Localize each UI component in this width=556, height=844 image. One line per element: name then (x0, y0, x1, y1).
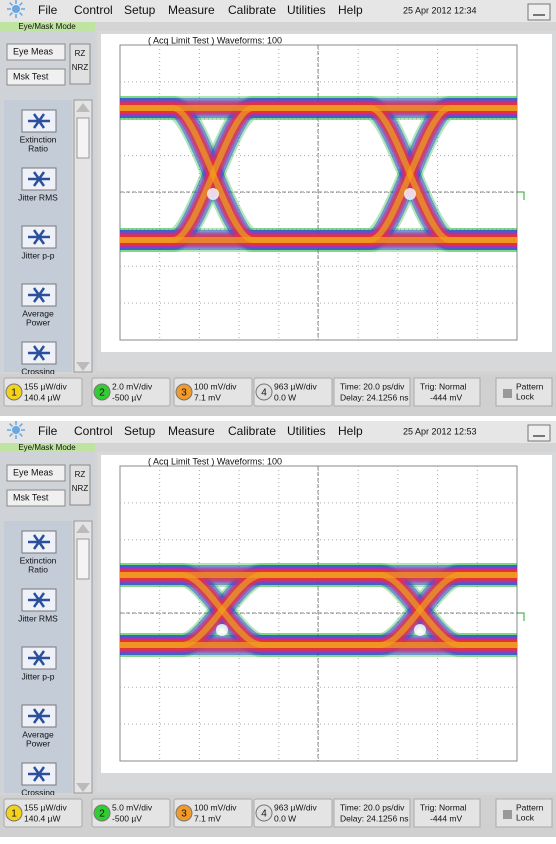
channel-scale: 100 mV/div (194, 381, 237, 391)
channel-number: 2 (99, 388, 105, 399)
nrz-label: NRZ (72, 484, 89, 493)
rz-label: RZ (75, 49, 86, 58)
menu-item[interactable]: Calibrate (228, 3, 276, 17)
menu-item[interactable]: Help (338, 3, 363, 17)
tool-label: Power (26, 738, 50, 748)
channel-scale: 155 µW/div (24, 802, 67, 812)
menu-item[interactable]: Utilities (287, 424, 326, 438)
channel-scale: 963 µW/div (274, 381, 317, 391)
tool-label: Ratio (28, 143, 48, 153)
scroll-thumb[interactable] (77, 539, 89, 579)
mode-button-label: Eye Meas (13, 467, 54, 477)
channel-number: 1 (11, 809, 17, 820)
menu-item[interactable]: Calibrate (228, 424, 276, 438)
datetime: 25 Apr 2012 12:34 (403, 5, 477, 15)
eye-crossing (414, 624, 426, 636)
menu-item[interactable]: File (38, 3, 58, 17)
nrz-label: NRZ (72, 63, 89, 72)
datetime: 25 Apr 2012 12:53 (403, 426, 477, 436)
channel-scale: 963 µW/div (274, 802, 317, 812)
mode-button-label: Msk Test (13, 71, 49, 81)
channel-offset: -500 µV (112, 392, 142, 402)
mode-label: Eye/Mask Mode (18, 22, 76, 31)
channel-number: 3 (181, 809, 187, 820)
minimize-button[interactable] (528, 4, 550, 20)
pattern-lock-label: Pattern (516, 802, 544, 812)
eye-crossing (404, 188, 416, 200)
plot-label: ( Acq Limit Test ) Waveforms: 100 (148, 456, 282, 466)
channel-number: 3 (181, 388, 187, 399)
tool-label: Jitter RMS (18, 613, 58, 623)
tool-label: Power (26, 317, 50, 327)
channel-number: 2 (99, 809, 105, 820)
tool-label: Jitter p-p (21, 250, 54, 260)
pattern-lock-label: Lock (516, 391, 535, 401)
tool-label: Jitter RMS (18, 192, 58, 202)
logo-icon (7, 421, 25, 439)
menu-item[interactable]: File (38, 424, 58, 438)
pattern-lock-label: Pattern (516, 381, 544, 391)
channel-offset: 7.1 mV (194, 813, 221, 823)
menu-item[interactable]: Measure (168, 3, 215, 17)
lock-icon (503, 389, 512, 398)
channel-scale: 2.0 mV/div (112, 381, 153, 391)
screenshot: File Control Setup Measure Calibrate Utilitie… (0, 0, 556, 839)
menu-item[interactable]: Help (338, 424, 363, 438)
time-scale: Time: 20.0 ps/div (340, 381, 405, 391)
menu-item[interactable]: Measure (168, 424, 215, 438)
trigger-mode: Trig: Normal (420, 802, 467, 812)
trigger-level: -444 mV (430, 392, 462, 402)
tool-label: Ratio (28, 564, 48, 574)
screen: File Control Setup Measure Calibrate Utilitie… (0, 421, 556, 837)
channel-scale: 155 µW/div (24, 381, 67, 391)
rz-label: RZ (75, 470, 86, 479)
screen: File Control Setup Measure Calibrate Utilitie… (0, 0, 556, 416)
logo-core (12, 426, 20, 434)
channel-offset: -500 µV (112, 813, 142, 823)
menu-item[interactable]: Setup (124, 3, 156, 17)
plot-label: ( Acq Limit Test ) Waveforms: 100 (148, 35, 282, 45)
mode-button-label: Eye Meas (13, 46, 54, 56)
menu-item[interactable]: Setup (124, 424, 156, 438)
minimize-button[interactable] (528, 425, 550, 441)
channel-scale: 5.0 mV/div (112, 802, 153, 812)
menu-item[interactable]: Control (74, 3, 113, 17)
channel-offset: 0.0 W (274, 392, 296, 402)
eye-crossing (216, 624, 228, 636)
channel-scale: 100 mV/div (194, 802, 237, 812)
time-delay: Delay: 24.1256 ns (340, 392, 409, 402)
channel-offset: 7.1 mV (194, 392, 221, 402)
channel-offset: 140.4 µW (24, 392, 61, 402)
channel-number: 4 (261, 388, 267, 399)
trigger-level: -444 mV (430, 813, 462, 823)
time-delay: Delay: 24.1256 ns (340, 813, 409, 823)
tool-label: Jitter p-p (21, 671, 54, 681)
logo-icon (7, 0, 25, 18)
channel-offset: 0.0 W (274, 813, 296, 823)
trigger-mode: Trig: Normal (420, 381, 467, 391)
channel-offset: 140.4 µW (24, 813, 61, 823)
channel-number: 1 (11, 388, 17, 399)
pattern-lock-label: Lock (516, 812, 535, 822)
mode-label: Eye/Mask Mode (18, 443, 76, 452)
logo-core (12, 5, 20, 13)
mode-button-label: Msk Test (13, 492, 49, 502)
menu-item[interactable]: Utilities (287, 3, 326, 17)
time-scale: Time: 20.0 ps/div (340, 802, 405, 812)
scroll-thumb[interactable] (77, 118, 89, 158)
channel-number: 4 (261, 809, 267, 820)
lock-icon (503, 810, 512, 819)
eye-crossing (207, 188, 219, 200)
menu-item[interactable]: Control (74, 424, 113, 438)
